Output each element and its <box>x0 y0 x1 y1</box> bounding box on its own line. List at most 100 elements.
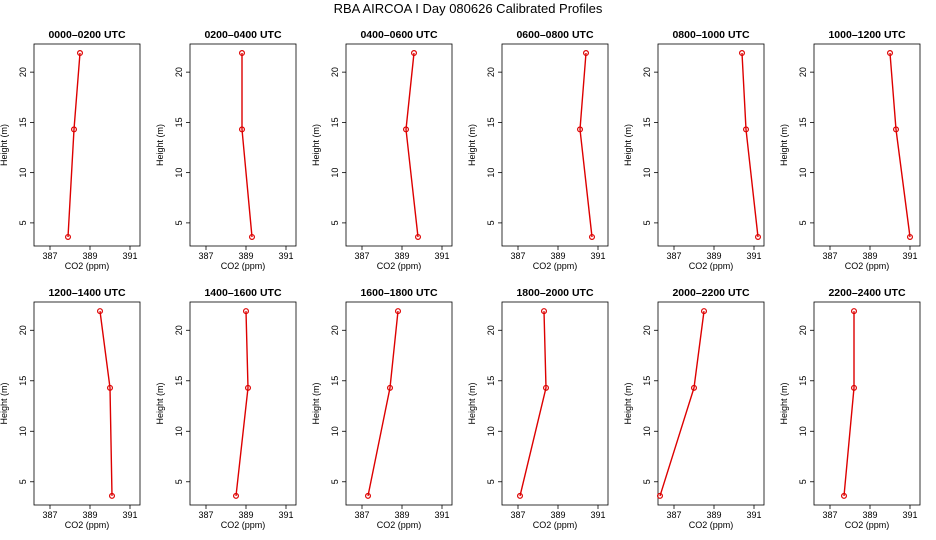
plot-frame <box>345 43 453 247</box>
y-tick-label: 15 <box>486 376 496 386</box>
x-axis-label: CO2 (ppm) <box>689 520 734 530</box>
data-point <box>576 126 583 133</box>
data-point <box>387 384 394 391</box>
figure-title: RBA AIRCOA I Day 080626 Calibrated Profi… <box>334 1 603 16</box>
data-point <box>64 233 71 240</box>
y-tick-label: 5 <box>798 220 808 225</box>
series-line <box>235 311 249 496</box>
profile-panel: 0400–0600 UTC 387 389 391 5 10 15 20 CO2 (ppm) He… <box>311 29 453 271</box>
y-tick-label: 20 <box>486 325 496 335</box>
x-axis-label: CO2 (ppm) <box>845 261 890 271</box>
plot-frame <box>657 43 765 247</box>
y-tick-label: 10 <box>798 426 808 436</box>
plot-frame <box>813 301 921 506</box>
x-tick-label: 389 <box>862 510 877 520</box>
y-tick-label: 20 <box>486 67 496 77</box>
y-tick-label: 10 <box>174 168 184 178</box>
x-tick-label: 387 <box>354 510 369 520</box>
data-point <box>742 126 749 133</box>
y-tick-label: 10 <box>330 426 340 436</box>
y-axis-label: Height (m) <box>779 382 789 424</box>
data-point <box>411 50 418 57</box>
panel-title: 2000–2200 UTC <box>672 287 749 299</box>
data-point <box>70 126 77 133</box>
profile-panel: 1000–1200 UTC 387 389 391 5 10 15 20 CO2 (ppm) He… <box>779 29 921 271</box>
data-point <box>365 492 372 499</box>
x-tick-label: 389 <box>550 251 565 261</box>
y-tick-label: 10 <box>486 426 496 436</box>
profile-panel: 0200–0400 UTC 387 389 391 5 10 15 20 CO2 (ppm) He… <box>155 29 297 271</box>
x-axis-label: CO2 (ppm) <box>65 520 110 530</box>
y-axis-label: Height (m) <box>311 124 321 166</box>
data-point <box>108 492 115 499</box>
y-tick-label: 5 <box>18 479 28 484</box>
series-line <box>67 52 81 238</box>
data-point <box>542 384 549 391</box>
x-tick-label: 389 <box>238 510 253 520</box>
plot-frame <box>501 301 609 506</box>
x-tick-label: 389 <box>394 251 409 261</box>
data-point <box>239 50 246 57</box>
data-point <box>395 308 402 315</box>
profile-panel: 2200–2400 UTC 387 389 391 5 10 15 20 CO2 (ppm) He… <box>779 287 921 530</box>
profile-panel: 1400–1600 UTC 387 389 391 5 10 15 20 CO2 (ppm) He… <box>155 287 297 530</box>
plot-frame <box>189 301 297 506</box>
profile-panel: 1600–1800 UTC 387 389 391 5 10 15 20 CO2 (ppm) He… <box>311 287 453 530</box>
x-tick-label: 391 <box>122 510 137 520</box>
y-tick-label: 20 <box>798 67 808 77</box>
data-point <box>850 384 857 391</box>
plot-frame <box>501 43 609 247</box>
x-axis-label: CO2 (ppm) <box>845 520 890 530</box>
x-tick-label: 389 <box>394 510 409 520</box>
x-axis-label: CO2 (ppm) <box>221 261 266 271</box>
y-axis-label: Height (m) <box>623 124 633 166</box>
y-tick-label: 20 <box>642 67 652 77</box>
y-tick-label: 15 <box>486 117 496 127</box>
y-tick-label: 15 <box>18 376 28 386</box>
y-tick-label: 5 <box>798 479 808 484</box>
y-tick-label: 5 <box>486 220 496 225</box>
data-point <box>690 384 697 391</box>
y-tick-label: 15 <box>642 376 652 386</box>
data-point <box>106 384 113 391</box>
x-tick-label: 391 <box>902 251 917 261</box>
data-point <box>588 233 595 240</box>
data-point <box>886 50 893 57</box>
x-tick-label: 391 <box>746 251 761 261</box>
plot-frame <box>345 301 453 506</box>
y-tick-label: 5 <box>486 479 496 484</box>
data-point <box>700 308 707 315</box>
x-tick-label: 391 <box>434 510 449 520</box>
y-tick-label: 20 <box>18 67 28 77</box>
y-tick-label: 5 <box>642 220 652 225</box>
data-point <box>906 233 913 240</box>
x-tick-label: 391 <box>590 510 605 520</box>
data-point <box>245 384 252 391</box>
x-axis-label: CO2 (ppm) <box>65 261 110 271</box>
y-axis-label: Height (m) <box>0 124 9 166</box>
x-tick-label: 387 <box>822 510 837 520</box>
x-tick-label: 391 <box>278 251 293 261</box>
y-tick-label: 20 <box>18 325 28 335</box>
y-tick-label: 5 <box>330 479 340 484</box>
y-tick-label: 10 <box>642 426 652 436</box>
y-tick-label: 10 <box>642 168 652 178</box>
series-line <box>99 311 113 496</box>
panel-title: 0400–0600 UTC <box>360 29 437 41</box>
y-tick-label: 15 <box>174 376 184 386</box>
panel-title: 1400–1600 UTC <box>204 287 281 299</box>
series-line <box>741 52 759 238</box>
data-point <box>892 126 899 133</box>
series-line <box>519 311 547 497</box>
y-tick-label: 20 <box>174 67 184 77</box>
data-point <box>243 308 250 315</box>
x-tick-label: 389 <box>238 251 253 261</box>
y-tick-label: 10 <box>486 168 496 178</box>
panel-title: 1200–1400 UTC <box>48 287 125 299</box>
y-tick-label: 20 <box>330 325 340 335</box>
profile-panel: 2000–2200 UTC 387 389 391 5 10 15 20 CO2 (ppm) He… <box>623 287 765 530</box>
data-point <box>656 492 663 499</box>
y-axis-label: Height (m) <box>467 382 477 424</box>
series-line <box>659 311 705 497</box>
